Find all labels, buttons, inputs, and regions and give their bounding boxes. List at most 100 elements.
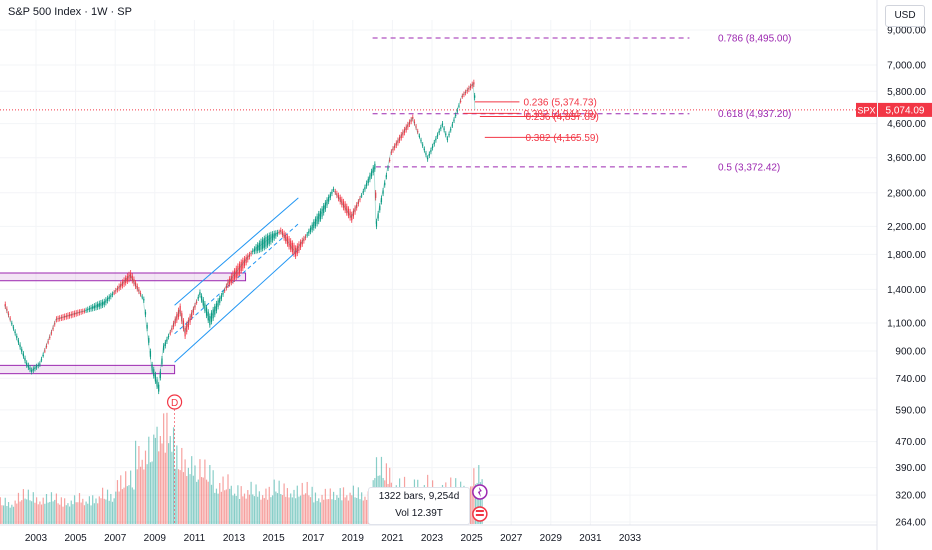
candle-body	[456, 110, 458, 112]
candle-body	[39, 363, 41, 365]
rectangle-zones	[0, 272, 247, 375]
candle-body	[412, 117, 414, 119]
volume-bar	[204, 459, 206, 524]
volume-bar	[364, 496, 366, 524]
volume-bar	[202, 477, 204, 524]
candle-body	[26, 362, 28, 366]
symbol-tag-label: SPX	[857, 105, 875, 115]
volume-bar	[136, 469, 138, 524]
volume-bar	[45, 493, 48, 524]
candle-body	[197, 297, 199, 299]
volume-bar	[295, 498, 297, 524]
candle-body	[285, 234, 287, 242]
candle-body	[54, 323, 56, 325]
volume-bar	[215, 488, 218, 524]
candle-body	[220, 295, 222, 299]
currency-button[interactable]: USD	[885, 5, 925, 27]
candle-body	[361, 195, 363, 197]
candle-body	[469, 86, 472, 88]
volume-bar	[105, 499, 107, 524]
volume-bar	[12, 506, 15, 524]
candle-body	[265, 236, 267, 247]
symbol-title: S&P 500 Index · 1W · SP	[8, 6, 132, 18]
volume-bar	[118, 491, 120, 524]
volume-bar	[229, 488, 231, 524]
candle-body	[245, 257, 247, 263]
candle-body	[62, 316, 64, 319]
volume-bar	[306, 481, 308, 524]
volume-bar	[1, 505, 3, 524]
candle-body	[88, 308, 90, 310]
volume-bar	[110, 493, 112, 524]
candle-body	[382, 190, 384, 194]
candle-body	[473, 82, 475, 85]
volume-bar	[182, 472, 185, 524]
volume-bar	[139, 466, 142, 524]
candle-body	[21, 349, 23, 352]
volume-bar	[67, 503, 69, 524]
volume-bar	[248, 494, 251, 524]
candle-body	[337, 195, 340, 199]
volume-bar	[205, 479, 208, 524]
candle-body	[100, 302, 102, 307]
volume-bar	[40, 504, 43, 524]
candle-body	[262, 239, 264, 249]
candle-body	[163, 345, 165, 351]
volume-bar	[116, 480, 119, 524]
year-tick-label: 2005	[64, 533, 87, 544]
year-tick-label: 2009	[144, 533, 167, 544]
candle-body	[379, 205, 381, 211]
price-tick-label: 470.00	[895, 437, 926, 448]
volume-bar	[54, 499, 56, 524]
candle-body	[344, 203, 346, 211]
candle-body	[106, 298, 109, 301]
candle-body	[73, 312, 76, 315]
volume-bar	[24, 498, 26, 524]
volume-bar	[471, 486, 473, 524]
volume-bar	[232, 495, 234, 524]
candle-body	[276, 232, 279, 235]
candle-body	[154, 374, 156, 382]
volume-bar	[469, 486, 472, 524]
volume-bar	[78, 493, 81, 524]
candle-body	[4, 304, 6, 307]
volume-bar	[354, 497, 356, 524]
candle-body	[67, 314, 69, 317]
volume-bar	[19, 501, 21, 524]
candle-body	[387, 167, 389, 169]
volume-bar	[334, 500, 336, 524]
candle-body	[243, 258, 246, 266]
candle-body	[372, 167, 374, 173]
volume-bar	[196, 481, 198, 524]
candle-body	[465, 92, 467, 94]
candle-body	[427, 157, 429, 160]
volume-bar	[347, 500, 350, 524]
candle-body	[97, 303, 99, 308]
price-tick-label: 2,800.00	[887, 188, 926, 199]
candle-body	[399, 137, 401, 141]
volume-bar	[263, 498, 265, 524]
volume-bar	[21, 500, 23, 524]
volume-bar	[222, 476, 224, 524]
price-axis-bg	[877, 0, 932, 550]
candle-body	[356, 204, 358, 209]
volume-bar	[65, 505, 67, 524]
volume-bar	[151, 461, 153, 524]
candle-body	[458, 105, 460, 107]
volume-bar	[115, 491, 117, 524]
last-price-value: 5,074.09	[886, 105, 925, 116]
candle-body	[403, 129, 406, 133]
fib-level-label: 0.236 (5,374.73)	[523, 97, 596, 108]
volume-bar	[359, 499, 361, 524]
candle-body	[240, 261, 242, 272]
candle-body	[410, 119, 412, 122]
volume-bar	[85, 501, 87, 524]
candle-body	[210, 312, 213, 322]
candle-body	[255, 246, 257, 252]
volume-bar	[479, 482, 482, 524]
candle-body	[45, 345, 48, 347]
candle-body	[364, 187, 366, 190]
volume-bar	[133, 489, 135, 524]
candle-body	[202, 299, 204, 306]
